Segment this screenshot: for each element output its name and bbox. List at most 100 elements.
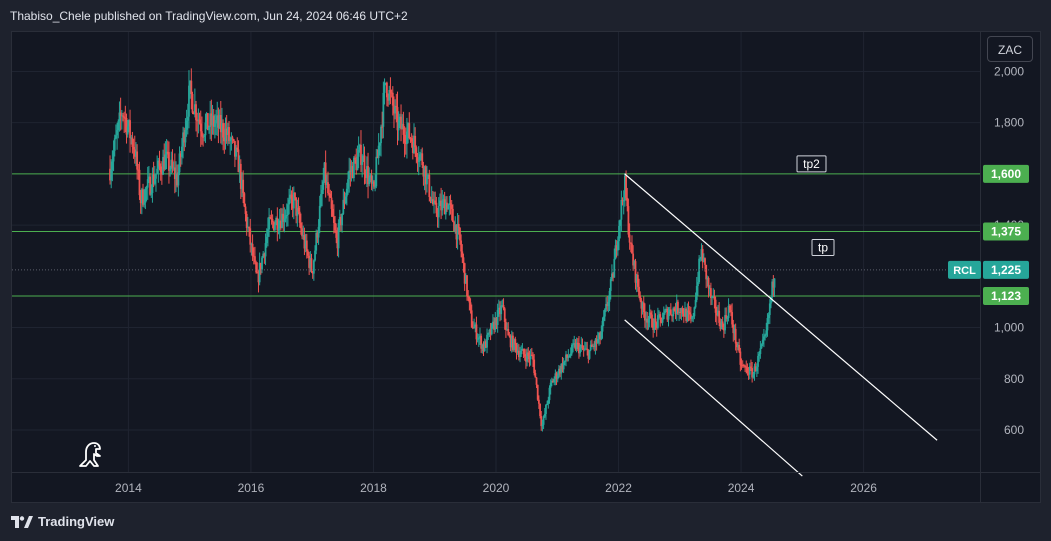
candle-body bbox=[512, 335, 514, 350]
candle-body bbox=[347, 179, 349, 189]
candle-body bbox=[632, 253, 635, 266]
candle-body bbox=[560, 363, 563, 374]
candle-body bbox=[284, 215, 287, 219]
candle-body bbox=[110, 169, 113, 181]
candle-body bbox=[342, 199, 345, 214]
candle-body bbox=[175, 173, 177, 179]
candle-body bbox=[169, 169, 172, 171]
candle-body bbox=[629, 242, 632, 244]
candle-body bbox=[262, 253, 265, 258]
currency-button[interactable]: ZAC bbox=[987, 36, 1033, 62]
candle-body bbox=[235, 147, 237, 157]
candle-body bbox=[754, 366, 757, 372]
candle-body bbox=[595, 339, 598, 343]
candle-body bbox=[382, 92, 385, 127]
candle-body bbox=[593, 345, 596, 347]
candle-body bbox=[579, 346, 582, 354]
candle-body bbox=[362, 155, 365, 162]
candle-body bbox=[645, 318, 648, 321]
candle-body bbox=[773, 278, 776, 288]
candle-body bbox=[572, 344, 574, 346]
candle-body bbox=[117, 121, 120, 131]
candle-body bbox=[389, 90, 392, 93]
candle-body bbox=[210, 113, 213, 126]
candle-body bbox=[627, 206, 630, 235]
candle-body bbox=[539, 403, 541, 417]
candle-body bbox=[592, 345, 594, 347]
candle-body bbox=[363, 155, 366, 174]
candle-body bbox=[556, 375, 559, 380]
candle-body bbox=[370, 175, 373, 184]
candle-body bbox=[299, 222, 302, 229]
candle-body bbox=[269, 216, 272, 219]
candle-body bbox=[761, 339, 764, 345]
candle-body bbox=[548, 387, 551, 401]
candle-body bbox=[146, 179, 149, 188]
candle-body bbox=[172, 167, 175, 169]
candle-body bbox=[356, 156, 359, 171]
candle-body bbox=[730, 310, 732, 313]
candle-body bbox=[332, 216, 335, 223]
price-chart[interactable]: 2,0001,8001,4001,0008006001,6001,3751,12… bbox=[12, 32, 1041, 503]
candle-body bbox=[489, 329, 492, 335]
candle-body bbox=[155, 174, 157, 179]
publisher-caption: Thabiso_Chele published on TradingView.c… bbox=[10, 9, 408, 23]
candle-body bbox=[567, 356, 570, 358]
candle-body bbox=[229, 140, 232, 142]
candle-body bbox=[507, 329, 510, 336]
candle-body bbox=[591, 344, 593, 347]
candle-body bbox=[343, 199, 346, 204]
candle-body bbox=[463, 263, 466, 284]
candle-body bbox=[376, 156, 379, 159]
candle-body bbox=[231, 137, 234, 140]
candle-body bbox=[608, 290, 611, 302]
candle-body bbox=[395, 105, 398, 108]
candle-body bbox=[257, 272, 260, 283]
candle-body bbox=[401, 123, 404, 130]
candle-body bbox=[651, 314, 653, 328]
candle-body bbox=[310, 258, 313, 272]
candle-body bbox=[414, 135, 417, 148]
candle-body bbox=[303, 234, 306, 249]
candle-body bbox=[673, 308, 676, 311]
candle-body bbox=[765, 330, 768, 335]
candle-body bbox=[391, 92, 394, 106]
candle-body bbox=[251, 243, 254, 257]
candle-body bbox=[702, 258, 705, 263]
candle-body bbox=[309, 258, 312, 268]
candle-body bbox=[120, 115, 123, 117]
candle-body bbox=[157, 160, 160, 169]
candle-body bbox=[509, 336, 512, 348]
candle-body bbox=[409, 138, 412, 140]
candle-body bbox=[302, 234, 305, 237]
candle-body bbox=[355, 159, 358, 171]
candle-body bbox=[628, 234, 631, 243]
candle-body bbox=[218, 115, 221, 128]
chart-pane[interactable]: 2,0001,8001,4001,0008006001,6001,3751,12… bbox=[11, 31, 1041, 503]
candle-body bbox=[552, 380, 554, 383]
candle-body bbox=[497, 307, 500, 310]
candle-body bbox=[350, 166, 353, 173]
candle-body bbox=[623, 175, 626, 201]
candle-body bbox=[477, 337, 480, 339]
candle-body bbox=[669, 309, 672, 315]
candle-body bbox=[351, 166, 354, 179]
last-price-badge bbox=[983, 260, 1029, 279]
candle-body bbox=[547, 400, 550, 404]
candle-body bbox=[747, 373, 750, 375]
candle-body bbox=[323, 162, 326, 182]
candle-body bbox=[644, 312, 646, 321]
candle-body bbox=[658, 314, 660, 316]
candle-body bbox=[457, 223, 460, 228]
candle-body bbox=[714, 299, 717, 313]
candle-body bbox=[217, 115, 220, 128]
candle-body bbox=[402, 123, 405, 135]
candle-body bbox=[646, 318, 649, 323]
candle-body bbox=[441, 200, 444, 211]
candle-body bbox=[131, 137, 134, 147]
candle-body bbox=[113, 138, 116, 151]
candle-body bbox=[636, 274, 639, 287]
candle-body bbox=[144, 188, 147, 203]
candle-body bbox=[408, 123, 411, 139]
candle-body bbox=[476, 338, 479, 340]
